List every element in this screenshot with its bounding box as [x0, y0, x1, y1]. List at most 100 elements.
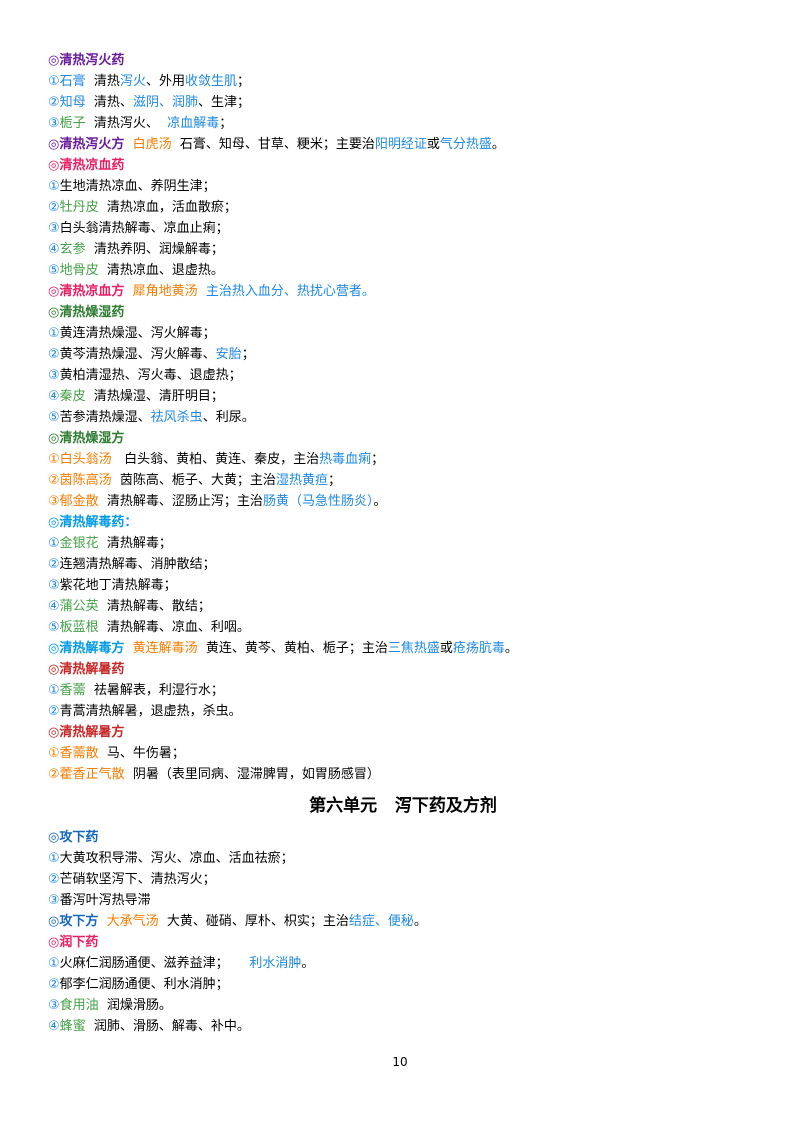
text-segment: ②: [48, 557, 60, 572]
text-line: ①香薷散 马、牛伤暑；: [48, 743, 758, 764]
text-segment: 清热燥湿、清肝明目；: [85, 389, 224, 404]
text-segment: ；: [241, 347, 255, 362]
text-segment: ◎清热燥湿药: [48, 305, 125, 320]
text-segment: 润燥滑肠。: [98, 998, 172, 1013]
page-number: 10: [392, 1055, 408, 1069]
text-line: ③食用油 润燥滑肠。: [48, 995, 758, 1016]
text-segment: 黄芩清热燥湿、泻火解毒、: [59, 347, 216, 362]
text-line: ③番泻叶泻热导滞: [48, 890, 758, 911]
text-segment: 知母: [59, 95, 86, 110]
text-segment: 香薷: [59, 683, 86, 698]
text-segment: 牡丹皮: [59, 200, 99, 215]
text-segment: ①: [48, 179, 60, 194]
text-line: ④蜂蜜 润肺、滑肠、解毒、补中。: [48, 1016, 758, 1037]
text-segment: 三焦热盛: [387, 641, 440, 656]
text-segment: ④: [48, 242, 60, 257]
text-segment: ③: [48, 116, 60, 131]
text-segment: ◎清热解暑方: [48, 725, 125, 740]
text-line: ②知母 清热、滋阴、润肺、生津；: [48, 92, 758, 113]
text-segment: 马、牛伤暑；: [98, 746, 185, 761]
text-segment: ⑤: [48, 410, 60, 425]
text-line: ②青蒿清热解暑，退虚热，杀虫。: [48, 701, 758, 722]
text-segment: ④: [48, 1019, 60, 1034]
text-segment: 大黄、碰硝、厚朴、枳实；主治: [158, 914, 349, 929]
text-line: ⑤板蓝根 清热解毒、凉血、利咽。: [48, 617, 758, 638]
text-segment: 肠黄（马急性肠炎）: [262, 494, 374, 509]
text-segment: 结症、便秘: [348, 914, 414, 929]
text-segment: 。: [504, 641, 518, 656]
text-segment: 秦皮: [59, 389, 86, 404]
text-segment: 郁金散: [59, 494, 99, 509]
text-segment: ①: [48, 683, 60, 698]
text-segment: ①: [48, 956, 60, 971]
text-segment: 。: [491, 137, 505, 152]
text-line: ⑤苦参清热燥湿、祛风杀虫、利尿。: [48, 407, 758, 428]
text-line: ◎清热解毒方 黄连解毒汤 黄连、黄芩、黄柏、栀子；主治三焦热盛或疮疡肮毒。: [48, 638, 758, 659]
text-segment: ②: [48, 704, 60, 719]
text-segment: 、外用: [145, 74, 185, 89]
text-line: ②黄芩清热燥湿、泻火解毒、安胎；: [48, 344, 758, 365]
text-segment: 湿热黄疸: [275, 473, 328, 488]
text-segment: 阴暑（表里同病、湿滞脾胃，如胃肠感冒）: [124, 767, 380, 782]
section-heading: ◎清热解暑方: [48, 722, 758, 743]
text-segment: 犀角地黄汤: [124, 284, 198, 299]
text-segment: 苦参清热燥湿、: [59, 410, 151, 425]
text-segment: ①: [48, 851, 60, 866]
section-heading: ◎清热燥湿方: [48, 428, 758, 449]
text-segment: ①: [48, 326, 60, 341]
text-segment: 石膏: [59, 74, 86, 89]
text-segment: 清热: [85, 74, 120, 89]
text-segment: 利水消肿: [249, 956, 302, 971]
text-line: ①大黄攻积导滞、泻火、凉血、活血祛瘀；: [48, 848, 758, 869]
text-line: ①黄连清热燥湿、泻火解毒；: [48, 323, 758, 344]
text-segment: 、利尿。: [202, 410, 255, 425]
text-segment: 收敛生肌: [184, 74, 237, 89]
text-segment: 或: [439, 641, 453, 656]
text-segment: 白头翁、黄柏、黄连、秦皮，主治: [111, 452, 320, 467]
text-segment: 地骨皮: [59, 263, 99, 278]
text-line: ①火麻仁润肠通便、滋养益津； 利水消肿。: [48, 953, 758, 974]
text-segment: ◎清热解毒药：: [48, 515, 138, 530]
text-segment: ◎清热凉血药: [48, 158, 125, 173]
text-segment: 连翘清热解毒、消肿散结；: [59, 557, 216, 572]
text-line: ①金银花 清热解毒；: [48, 533, 758, 554]
text-line: ④玄参 清热养阴、润燥解毒；: [48, 239, 758, 260]
text-segment: ①: [48, 536, 60, 551]
text-segment: 气分热盛: [439, 137, 492, 152]
text-segment: ◎攻下药: [48, 830, 99, 845]
text-segment: 、生津；: [197, 95, 250, 110]
text-segment: 疮疡肮毒: [452, 641, 505, 656]
text-segment: ②: [48, 473, 60, 488]
text-segment: ④: [48, 389, 60, 404]
text-segment: ②: [48, 95, 60, 110]
text-segment: 白头翁汤: [59, 452, 112, 467]
text-segment: ◎清热泻火方: [48, 137, 125, 152]
text-segment: ②: [48, 767, 60, 782]
text-line: ②郁李仁润肠通便、利水消肿；: [48, 974, 758, 995]
text-segment: 第六单元 泻下药及方剂: [309, 796, 497, 816]
text-segment: 凉血解毒: [167, 116, 220, 131]
text-segment: 紫花地丁清热解毒；: [59, 578, 177, 593]
text-segment: ◎清热解毒方: [48, 641, 125, 656]
text-segment: 清热养阴、润燥解毒；: [85, 242, 224, 257]
text-segment: 清热解毒、凉血、利咽。: [98, 620, 250, 635]
text-segment: 火麻仁润肠通便、滋养益津；: [59, 956, 250, 971]
text-segment: ⑤: [48, 263, 60, 278]
text-segment: 食用油: [59, 998, 99, 1013]
text-segment: ②: [48, 872, 60, 887]
text-segment: 清热凉血，活血散瘀；: [98, 200, 237, 215]
text-line: ④秦皮 清热燥湿、清肝明目；: [48, 386, 758, 407]
text-segment: 藿香正气散: [59, 767, 125, 782]
text-line: ②芒硝软坚泻下、清热泻火；: [48, 869, 758, 890]
text-segment: 。: [301, 956, 315, 971]
section-heading: ◎清热凉血药: [48, 155, 758, 176]
text-segment: ；: [219, 116, 233, 131]
text-segment: 茵陈高、栀子、大黄；主治: [111, 473, 276, 488]
text-segment: ⑤: [48, 620, 60, 635]
text-segment: ③: [48, 221, 60, 236]
text-segment: 清热凉血、退虚热。: [98, 263, 224, 278]
text-segment: 清热泻火、: [85, 116, 168, 131]
text-segment: 大黄攻积导滞、泻火、凉血、活血祛瘀；: [59, 851, 294, 866]
text-segment: 石膏、知母、甘草、粳米；主要治: [171, 137, 375, 152]
text-segment: 蒲公英: [59, 599, 99, 614]
